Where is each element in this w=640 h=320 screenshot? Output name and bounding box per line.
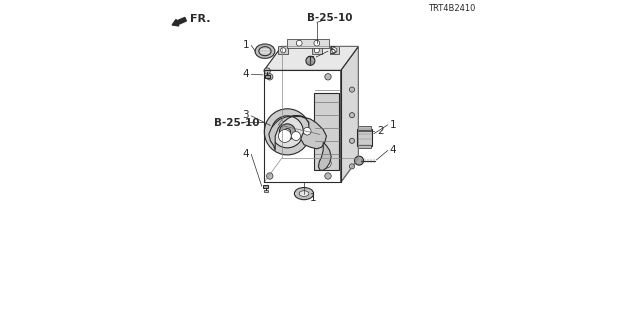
Circle shape: [303, 127, 311, 135]
Circle shape: [349, 87, 355, 92]
Circle shape: [296, 40, 302, 46]
Circle shape: [349, 113, 355, 118]
Circle shape: [325, 74, 332, 80]
Ellipse shape: [294, 188, 314, 200]
Text: FR.: FR.: [191, 14, 211, 24]
Bar: [278, 46, 288, 54]
Text: B-25-10: B-25-10: [307, 12, 353, 23]
Polygon shape: [340, 46, 358, 182]
Bar: [314, 93, 339, 170]
Circle shape: [355, 156, 364, 165]
Polygon shape: [319, 142, 332, 170]
Circle shape: [280, 124, 296, 140]
Circle shape: [267, 74, 273, 80]
Circle shape: [349, 164, 355, 169]
Text: 1: 1: [243, 40, 249, 50]
Bar: [265, 76, 270, 78]
Circle shape: [292, 132, 301, 140]
Text: 4: 4: [390, 145, 396, 156]
Circle shape: [278, 130, 291, 142]
Circle shape: [314, 40, 320, 46]
Text: 1: 1: [310, 193, 316, 204]
Circle shape: [349, 138, 355, 143]
Circle shape: [325, 173, 332, 179]
Bar: [312, 46, 322, 54]
Circle shape: [267, 173, 273, 179]
FancyArrow shape: [172, 17, 186, 26]
Text: 1: 1: [390, 120, 396, 130]
Text: 3: 3: [243, 110, 249, 120]
Circle shape: [280, 48, 285, 53]
Polygon shape: [269, 116, 326, 150]
Bar: [358, 126, 371, 130]
Circle shape: [332, 48, 337, 53]
Text: 4: 4: [243, 148, 249, 159]
Bar: [263, 185, 269, 188]
Circle shape: [306, 56, 315, 65]
Bar: [358, 145, 371, 148]
Ellipse shape: [300, 191, 309, 196]
Text: 2: 2: [378, 126, 384, 136]
Circle shape: [264, 109, 310, 155]
Polygon shape: [264, 46, 358, 70]
Text: B-25-10: B-25-10: [214, 118, 260, 128]
Circle shape: [284, 129, 291, 135]
Bar: [287, 39, 329, 48]
Circle shape: [271, 116, 303, 148]
Bar: [264, 190, 268, 192]
Bar: [330, 46, 339, 54]
Ellipse shape: [259, 47, 271, 56]
Text: TRT4B2410: TRT4B2410: [428, 4, 475, 12]
Ellipse shape: [255, 44, 275, 59]
Circle shape: [314, 48, 319, 53]
Circle shape: [321, 158, 332, 168]
Text: 5: 5: [330, 46, 336, 56]
Circle shape: [264, 68, 270, 74]
Bar: [357, 129, 372, 147]
Text: 4: 4: [243, 68, 249, 79]
